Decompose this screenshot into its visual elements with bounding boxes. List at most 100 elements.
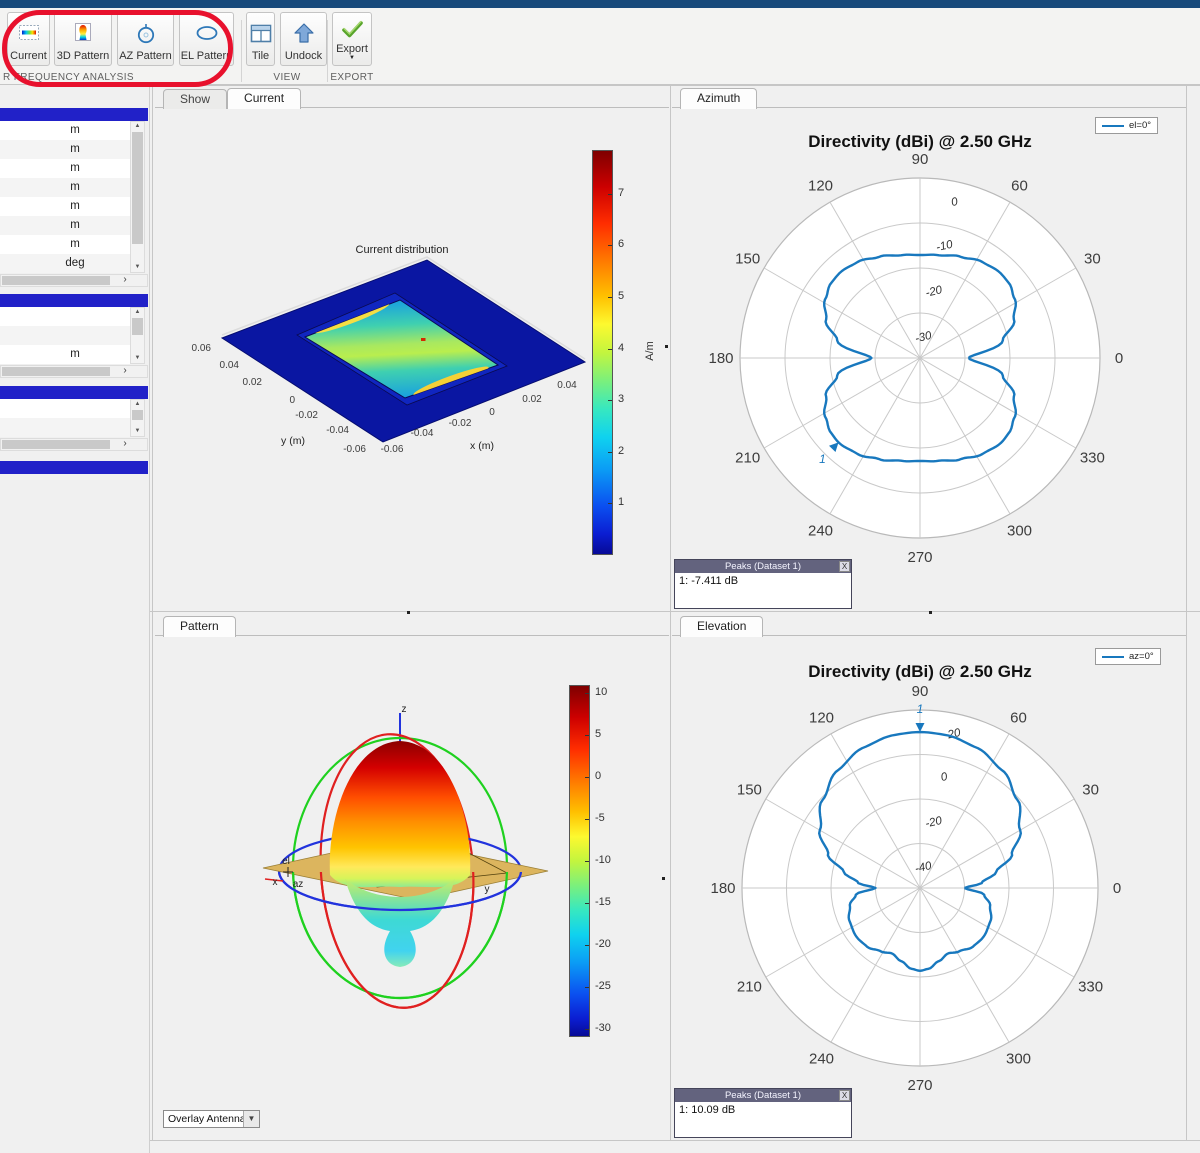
patch-surface xyxy=(303,299,500,399)
x-axis-tick-label: -0.02 xyxy=(449,418,472,429)
colorbar-tick xyxy=(608,400,612,401)
sidebar-splitter[interactable] xyxy=(152,85,153,1140)
angle-tick-label: 120 xyxy=(808,178,833,195)
sidebar-row[interactable]: m xyxy=(0,345,130,364)
peak-marker-label[interactable]: 1 xyxy=(917,702,924,716)
toolbar-button-label: 3D Pattern xyxy=(56,50,110,62)
sidebar-row[interactable]: m xyxy=(0,159,130,178)
axis-label-el: el xyxy=(282,856,290,867)
scrollbar-thumb[interactable] xyxy=(132,318,143,335)
sidebar-row[interactable] xyxy=(0,399,130,418)
scrollbar-thumb[interactable] xyxy=(2,367,110,376)
sidebar-row[interactable]: m xyxy=(0,178,130,197)
colorbar-tick-label: -5 xyxy=(595,812,605,824)
horizontal-scrollbar[interactable]: › xyxy=(0,274,148,287)
scroll-down-icon[interactable]: ▼ xyxy=(134,355,141,361)
close-icon[interactable]: X xyxy=(839,561,850,572)
axes-box-edge xyxy=(221,256,586,360)
peak-marker-arrow[interactable] xyxy=(915,723,925,733)
radial-tick-label: -40 xyxy=(914,860,933,876)
scroll-up-icon[interactable]: ▲ xyxy=(134,123,141,129)
vertical-splitter[interactable] xyxy=(670,85,671,1140)
x-axis-tick-label: 0.04 xyxy=(557,380,577,391)
angle-tick-label: 150 xyxy=(735,251,760,268)
scroll-right-icon[interactable]: › xyxy=(123,365,127,376)
plot-title: Directivity (dBi) @ 2.50 GHz xyxy=(808,132,1031,151)
x-axis-tick-label: -0.04 xyxy=(411,428,434,439)
chevron-down-icon[interactable]: ▼ xyxy=(243,1111,259,1127)
colorbar-tick-label: 7 xyxy=(618,187,625,199)
sidebar-section-header[interactable] xyxy=(0,461,148,474)
horizontal-scrollbar[interactable]: › xyxy=(0,365,148,378)
peaks-window: Peaks (Dataset 1) X 1: -7.411 dB xyxy=(674,559,852,609)
horizontal-splitter[interactable] xyxy=(150,611,1200,612)
tab-elevation[interactable]: Elevation xyxy=(680,616,764,637)
toolbar-button-label: Tile xyxy=(251,50,270,62)
scrollbar-thumb[interactable] xyxy=(2,276,110,285)
legend-entry-label: el=0° xyxy=(1129,120,1152,131)
colorbar-tick xyxy=(585,1029,589,1030)
splitter-handle-dot[interactable] xyxy=(407,611,410,614)
az-pattern-button[interactable]: AZ Pattern xyxy=(117,12,174,66)
settings-sidebar: m m m m m m m deg ▲ ▼ › m ▲ ▼ › ▲ ▼ › xyxy=(0,85,150,1153)
sidebar-section-header[interactable] xyxy=(0,386,148,399)
colorbar-tick-label: 10 xyxy=(595,686,608,698)
current-button[interactable]: Current xyxy=(7,12,50,66)
tab-current[interactable]: Current xyxy=(227,88,302,109)
undock-icon xyxy=(293,13,315,50)
colorbar-tick xyxy=(585,819,589,820)
peaks-window-body: 1: 10.09 dB xyxy=(675,1102,851,1137)
tab-azimuth[interactable]: Azimuth xyxy=(680,88,758,109)
sidebar-row[interactable] xyxy=(0,418,130,437)
vertical-scrollbar[interactable]: ▲ ▼ xyxy=(130,399,145,437)
scroll-down-icon[interactable]: ▼ xyxy=(134,428,141,434)
export-button[interactable]: Export ▼ xyxy=(332,12,372,66)
pattern-3d-icon xyxy=(73,13,93,50)
angle-tick-label: 30 xyxy=(1082,782,1099,799)
sidebar-row[interactable]: m xyxy=(0,140,130,159)
sidebar-row[interactable]: m xyxy=(0,216,130,235)
peak-marker-label[interactable]: 1 xyxy=(819,452,826,466)
plot-legend[interactable]: el=0° xyxy=(1095,117,1159,134)
sidebar-row[interactable] xyxy=(0,326,130,345)
undock-button[interactable]: Undock xyxy=(280,12,327,66)
peak-marker-arrow[interactable] xyxy=(829,442,839,452)
vertical-scrollbar[interactable]: ▲ ▼ xyxy=(130,307,145,364)
horizontal-scrollbar[interactable]: › xyxy=(0,438,148,451)
peaks-window-titlebar[interactable]: Peaks (Dataset 1) X xyxy=(675,1089,851,1102)
tab-show[interactable]: Show xyxy=(163,89,228,109)
plot-legend[interactable]: az=0° xyxy=(1095,648,1161,665)
angle-tick-label: 210 xyxy=(737,979,762,996)
sidebar-row[interactable]: m xyxy=(0,197,130,216)
scroll-up-icon[interactable]: ▲ xyxy=(134,401,141,407)
splitter-handle-dot[interactable] xyxy=(929,611,932,614)
overlay-antenna-dropdown[interactable]: Overlay Antenna ▼ xyxy=(163,1110,260,1128)
close-icon[interactable]: X xyxy=(839,1090,850,1101)
sidebar-row[interactable] xyxy=(0,307,130,326)
sidebar-row[interactable]: m xyxy=(0,235,130,254)
3d-pattern-button[interactable]: 3D Pattern xyxy=(54,12,112,66)
scrollbar-thumb[interactable] xyxy=(132,132,143,244)
panels-bottom-border xyxy=(150,1140,1200,1141)
sidebar-section-header[interactable] xyxy=(0,294,148,307)
el-pattern-button[interactable]: EL Pattern xyxy=(179,12,234,66)
colorbar-tick xyxy=(608,349,612,350)
sidebar-section-header[interactable] xyxy=(0,108,148,121)
radial-tick-label: -30 xyxy=(914,330,933,346)
tile-button[interactable]: Tile xyxy=(246,12,275,66)
tab-pattern[interactable]: Pattern xyxy=(163,616,236,637)
peaks-window-titlebar[interactable]: Peaks (Dataset 1) X xyxy=(675,560,851,573)
splitter-handle-dot[interactable] xyxy=(665,345,668,348)
scrollbar-thumb[interactable] xyxy=(132,410,143,420)
scroll-up-icon[interactable]: ▲ xyxy=(134,309,141,315)
scroll-right-icon[interactable]: › xyxy=(123,438,127,449)
scrollbar-thumb[interactable] xyxy=(2,440,110,449)
scroll-down-icon[interactable]: ▼ xyxy=(134,264,141,270)
sidebar-row[interactable]: m xyxy=(0,121,130,140)
vertical-scrollbar[interactable]: ▲ ▼ xyxy=(130,121,145,273)
peaks-window-body: 1: -7.411 dB xyxy=(675,573,851,608)
scroll-right-icon[interactable]: › xyxy=(123,274,127,285)
y-axis-tick-label: -0.02 xyxy=(295,410,318,421)
splitter-handle-dot[interactable] xyxy=(662,877,665,880)
sidebar-row[interactable]: deg xyxy=(0,254,130,273)
